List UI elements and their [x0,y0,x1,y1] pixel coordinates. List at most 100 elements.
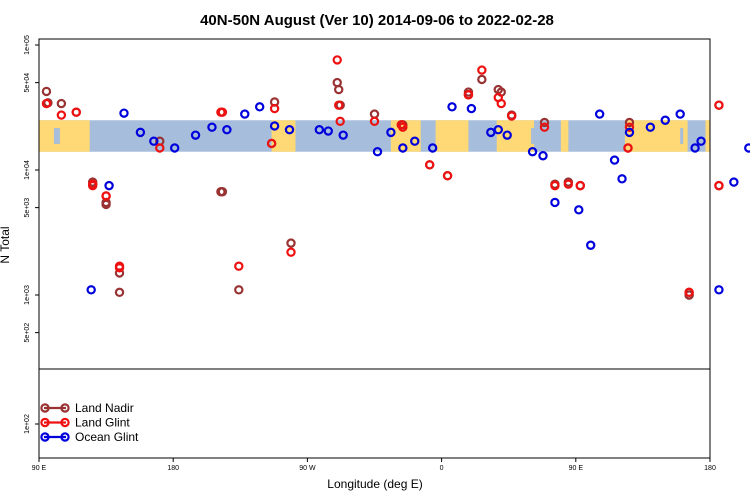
point-land-glint [71,107,81,117]
point-land-nadir [334,84,344,95]
point-ocean-glint [729,177,739,187]
x-tick-label: 90 E [32,465,47,472]
point-land-nadir [539,117,550,128]
legend-marker-land-glint [40,417,50,428]
point-ocean-glint [696,136,706,146]
point-ocean-glint [714,285,724,295]
point-land-glint [334,100,344,110]
point-land-glint [269,103,280,114]
y-tick-label: 1e+02 [24,414,31,434]
point-land-glint [477,65,487,75]
ocean-inlet-2 [571,128,584,144]
point-land-glint [684,287,694,298]
point-land-glint [114,263,125,273]
x-tick-label: 90 E [569,465,584,472]
point-ocean-glint [660,115,670,125]
y-tick-label: 5e+03 [24,198,31,218]
point-land-glint [41,98,52,109]
point-ocean-glint [284,125,295,135]
point-ocean-glint [645,122,656,132]
point-ocean-glint [410,136,420,146]
point-land-glint [442,171,453,181]
point-ocean-glint [207,122,217,132]
point-ocean-glint [86,285,96,295]
land-segment-4 [496,120,535,152]
point-land-glint [463,90,474,100]
y-axis-label: N Total [0,226,12,263]
legend-marker-land-glint [60,417,70,428]
point-land-glint [369,116,380,127]
point-land-glint [217,107,228,117]
chart-title: 40N-50N August (Ver 10) 2014-09-06 to 20… [200,12,554,29]
point-land-glint [332,55,342,65]
x-tick-label: 180 [167,465,179,472]
point-ocean-glint [104,180,114,191]
point-ocean-glint [398,143,408,153]
point-land-glint [539,122,550,132]
lower-panel-frame [38,368,711,459]
point-land-nadir [234,285,244,295]
point-land-glint [550,180,560,191]
y-tick-label: 1e+04 [24,160,31,180]
point-ocean-glint [338,130,348,140]
point-ocean-glint [169,143,180,153]
point-land-glint [623,143,633,153]
point-land-glint [424,160,435,170]
land-segment-7 [705,120,710,152]
point-ocean-glint [222,125,232,135]
legend-label-ocean-glint: Ocean Glint [75,430,139,444]
point-ocean-glint [502,130,512,140]
point-land-glint [56,110,67,120]
point-ocean-glint [538,151,548,161]
point-ocean-glint [323,126,333,136]
point-ocean-glint [269,121,280,131]
point-land-glint [286,247,296,257]
point-ocean-glint [372,147,383,157]
point-ocean-glint [574,205,584,215]
point-land-nadir [369,109,380,119]
land-segment-0 [39,120,90,152]
land-segment-6 [625,120,688,152]
x-axis: 90 E 180 90 W 0 90 E 180 [32,458,716,472]
point-land-nadir [41,86,52,97]
ocean-inlet-0 [53,128,60,144]
point-land-nadir [286,238,296,248]
point-land-glint [155,143,165,153]
point-land-glint [575,180,585,191]
y-tick-label: 5e+02 [24,323,31,343]
x-tick-label: 90 W [299,465,316,472]
legend-marker-land-nadir [40,403,50,413]
point-ocean-glint [240,109,250,119]
legend-marker-land-nadir [60,403,70,413]
data-points [41,55,750,300]
ocean-inlet-3 [680,128,684,144]
point-ocean-glint [135,127,146,138]
point-land-nadir [114,287,125,298]
point-land-glint [266,138,277,149]
point-ocean-glint [314,125,325,135]
point-ocean-glint [190,130,201,140]
land-segment-3 [435,120,469,152]
point-ocean-glint [447,102,457,112]
legend-marker-ocean-glint [60,432,70,442]
point-land-nadir [624,117,635,128]
point-ocean-glint [586,240,596,250]
point-ocean-glint [690,143,700,153]
point-land-nadir [477,74,487,85]
point-land-glint [714,180,724,191]
point-ocean-glint [624,127,635,138]
x-tick-label: 0 [440,465,444,472]
point-ocean-glint [527,147,538,157]
y-tick-label: 1e+03 [24,285,31,305]
point-land-glint [624,122,635,132]
y-tick-label: 1e+05 [24,35,31,55]
point-land-nadir [217,187,228,197]
point-ocean-glint [427,143,438,153]
point-ocean-glint [466,103,477,114]
point-ocean-glint [675,109,685,119]
point-land-glint [335,116,345,127]
point-ocean-glint [493,125,503,135]
point-ocean-glint [744,143,750,153]
